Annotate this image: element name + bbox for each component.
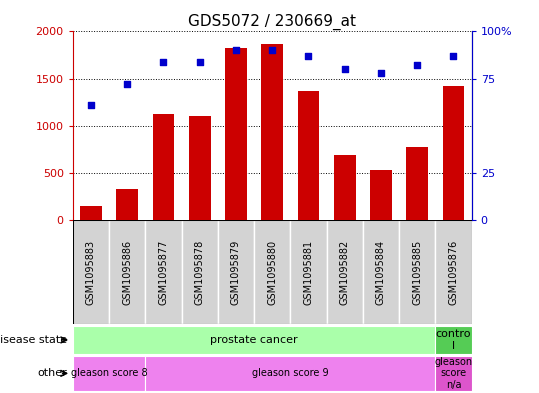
Text: GSM1095885: GSM1095885 [412,239,422,305]
Text: gleason score 9: gleason score 9 [252,368,329,378]
Point [195,59,204,65]
Text: GSM1095876: GSM1095876 [448,239,459,305]
Bar [370,170,392,220]
Point [304,53,313,59]
Bar [80,206,102,220]
Point [377,70,385,76]
Bar [436,356,472,391]
Point [87,102,95,108]
Text: GSM1095879: GSM1095879 [231,239,241,305]
Bar [73,220,109,324]
Point [159,59,168,65]
Bar [334,155,356,220]
Bar [254,220,291,324]
Text: GSM1095883: GSM1095883 [86,240,96,305]
Bar [436,326,472,354]
Bar [436,220,472,324]
Point [232,47,240,53]
Text: GSM1095881: GSM1095881 [303,240,314,305]
Text: GSM1095880: GSM1095880 [267,240,277,305]
Point [449,53,458,59]
Point [341,66,349,72]
Bar [399,220,436,324]
Bar [363,220,399,324]
Text: gleason
score
n/a: gleason score n/a [434,357,473,390]
Bar [291,220,327,324]
Bar [298,91,319,220]
Text: contro
l: contro l [436,329,471,351]
Point [123,81,132,87]
Bar [406,147,428,220]
Bar [189,116,211,220]
Bar [153,114,174,220]
Bar [73,356,146,391]
Text: GSM1095884: GSM1095884 [376,240,386,305]
Bar [443,86,465,220]
Text: GSM1095877: GSM1095877 [158,239,168,305]
Text: disease state: disease state [0,335,67,345]
Text: other: other [38,368,67,378]
Bar [218,220,254,324]
Title: GDS5072 / 230669_at: GDS5072 / 230669_at [188,14,356,30]
Text: GSM1095878: GSM1095878 [195,239,205,305]
Text: gleason score 8: gleason score 8 [71,368,147,378]
Bar [109,220,146,324]
Text: GSM1095886: GSM1095886 [122,240,132,305]
Bar [225,48,247,220]
Bar [146,220,182,324]
Text: GSM1095882: GSM1095882 [340,239,350,305]
Bar [116,189,138,220]
Bar [182,220,218,324]
Bar [261,44,283,220]
Point [268,47,277,53]
Bar [327,220,363,324]
Text: prostate cancer: prostate cancer [210,335,298,345]
Point [413,62,421,68]
Bar [146,356,436,391]
